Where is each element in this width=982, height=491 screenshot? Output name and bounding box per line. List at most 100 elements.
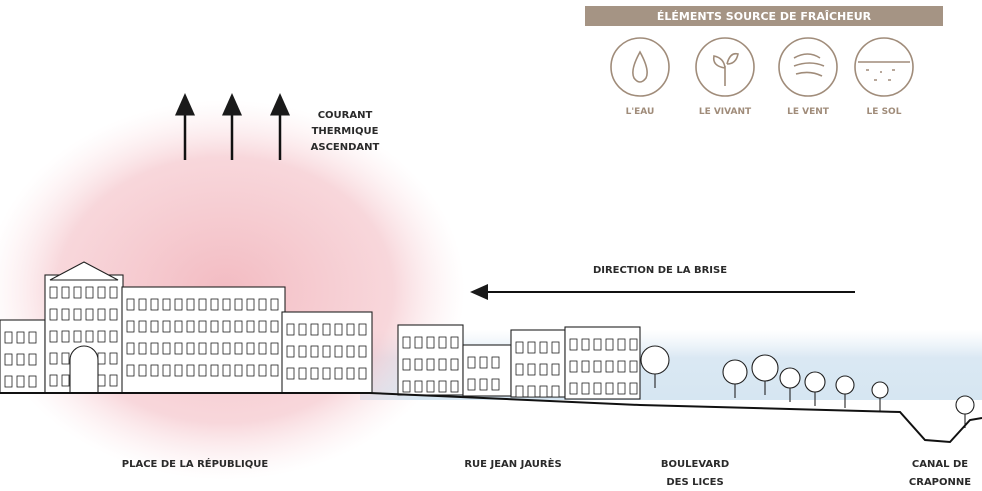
window xyxy=(61,308,70,321)
window xyxy=(234,298,243,311)
window xyxy=(438,358,447,371)
window xyxy=(334,345,343,358)
window xyxy=(246,364,255,377)
window xyxy=(16,331,25,344)
tree xyxy=(955,395,975,415)
window xyxy=(322,367,331,380)
window xyxy=(28,331,37,344)
thermal-label: ASCENDANT xyxy=(311,142,380,153)
window xyxy=(61,286,70,299)
place-label: DES LICES xyxy=(666,477,723,488)
place-label: RUE JEAN JAURÈS xyxy=(464,457,561,470)
window xyxy=(467,356,476,369)
window xyxy=(4,331,13,344)
window xyxy=(551,341,560,354)
window xyxy=(322,345,331,358)
window xyxy=(97,308,106,321)
legend-item: LE VIVANT xyxy=(699,107,752,117)
legend-icon xyxy=(778,37,838,97)
window xyxy=(258,298,267,311)
window xyxy=(109,308,118,321)
window xyxy=(515,363,524,376)
window xyxy=(298,323,307,336)
window xyxy=(150,320,159,333)
tree xyxy=(779,367,801,389)
window xyxy=(198,298,207,311)
legend-icon xyxy=(695,37,755,97)
window xyxy=(61,374,70,387)
window xyxy=(126,342,135,355)
window xyxy=(515,341,524,354)
window xyxy=(246,320,255,333)
icon-glyph xyxy=(712,52,739,86)
window xyxy=(322,323,331,336)
window xyxy=(479,378,488,391)
icon-glyph xyxy=(858,61,910,81)
window xyxy=(222,298,231,311)
place-label: CRAPONNE xyxy=(909,477,971,488)
window xyxy=(198,320,207,333)
window xyxy=(569,360,578,373)
window xyxy=(438,380,447,393)
window xyxy=(186,320,195,333)
window xyxy=(109,374,118,387)
window xyxy=(491,356,500,369)
window xyxy=(581,338,590,351)
window xyxy=(162,364,171,377)
window xyxy=(222,342,231,355)
window xyxy=(49,352,58,365)
window xyxy=(126,298,135,311)
legend-icon xyxy=(610,37,670,97)
window xyxy=(334,323,343,336)
window xyxy=(310,367,319,380)
window xyxy=(629,338,638,351)
tree xyxy=(722,359,748,385)
window xyxy=(438,336,447,349)
window xyxy=(222,364,231,377)
window xyxy=(450,358,459,371)
window xyxy=(479,356,488,369)
window xyxy=(126,364,135,377)
cityscape xyxy=(0,261,975,428)
window xyxy=(426,380,435,393)
thermal-arrows xyxy=(175,93,290,160)
window xyxy=(539,341,548,354)
window xyxy=(402,358,411,371)
place-label: PLACE DE LA RÉPUBLIQUE xyxy=(122,457,269,470)
window xyxy=(222,320,231,333)
window xyxy=(539,363,548,376)
window xyxy=(109,352,118,365)
breeze-label: DIRECTION DE LA BRISE xyxy=(593,265,727,276)
window xyxy=(426,336,435,349)
window xyxy=(234,342,243,355)
window xyxy=(358,323,367,336)
legend-icon xyxy=(854,37,914,97)
window xyxy=(61,330,70,343)
window xyxy=(186,364,195,377)
window xyxy=(539,385,548,398)
window xyxy=(85,308,94,321)
window xyxy=(551,385,560,398)
window xyxy=(85,286,94,299)
window xyxy=(73,308,82,321)
window xyxy=(138,342,147,355)
window xyxy=(515,385,524,398)
window xyxy=(298,367,307,380)
window xyxy=(16,353,25,366)
window xyxy=(210,342,219,355)
window xyxy=(150,364,159,377)
window xyxy=(258,364,267,377)
thermal-label: THERMIQUE xyxy=(312,126,379,137)
window xyxy=(426,358,435,371)
window xyxy=(450,336,459,349)
building xyxy=(564,326,641,400)
window xyxy=(346,367,355,380)
legend-item: LE SOL xyxy=(867,107,902,117)
window xyxy=(162,342,171,355)
window xyxy=(270,364,279,377)
window xyxy=(527,341,536,354)
archway xyxy=(69,345,99,393)
window xyxy=(402,380,411,393)
window xyxy=(527,385,536,398)
window xyxy=(4,375,13,388)
